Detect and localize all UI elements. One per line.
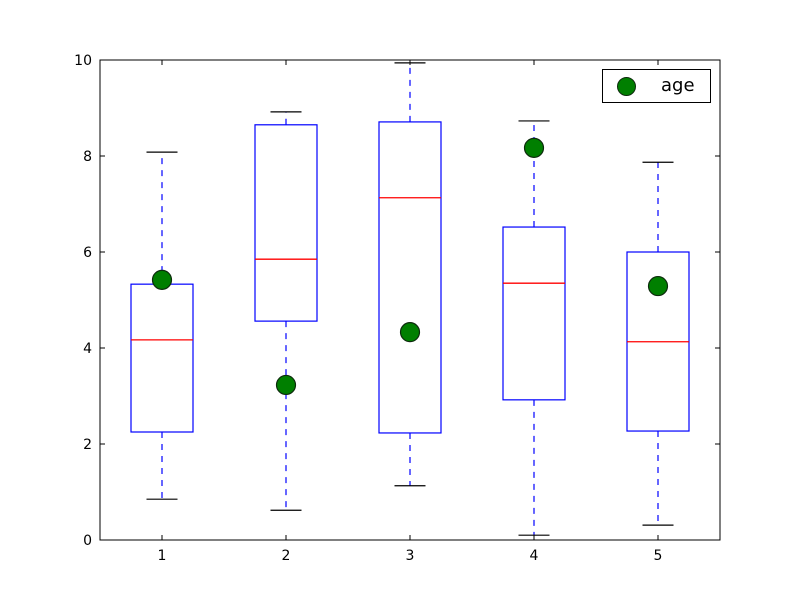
x-tick-label-5: 5 xyxy=(654,548,663,564)
y-tick-label-6: 6 xyxy=(83,245,92,261)
x-tick-label-4: 4 xyxy=(530,548,539,564)
age-dot-5 xyxy=(647,275,669,297)
box-3 xyxy=(378,121,442,434)
x-tick-label-2: 2 xyxy=(282,548,291,564)
y-tick-label-8: 8 xyxy=(83,149,92,165)
box-2 xyxy=(254,124,318,322)
y-tick-label-4: 4 xyxy=(83,341,92,357)
legend: age xyxy=(602,69,711,103)
age-dot-3 xyxy=(399,322,421,343)
legend-age-circle-icon xyxy=(617,76,636,96)
age-dot-2 xyxy=(275,374,297,396)
y-tick-label-0: 0 xyxy=(83,533,92,549)
y-tick-label-2: 2 xyxy=(83,437,92,453)
age-dot-1 xyxy=(151,269,173,290)
x-tick-label-3: 3 xyxy=(406,548,415,564)
y-tick-label-10: 10 xyxy=(74,53,92,69)
legend-age-label: age xyxy=(661,75,695,96)
box-4 xyxy=(502,226,566,401)
age-dot-4 xyxy=(523,137,545,158)
x-tick-label-1: 1 xyxy=(158,548,167,564)
